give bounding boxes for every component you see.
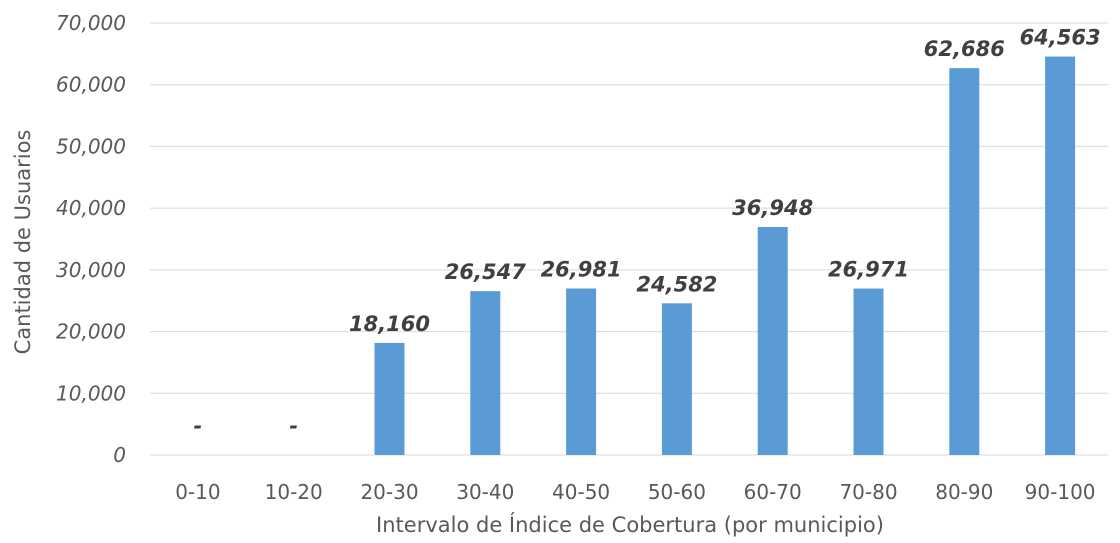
x-axis-ticks: 0-10 10-20 20-30 30-40 40-50 50-60 60-70 70-80 8…: [175, 480, 1095, 504]
data-label: -: [289, 414, 298, 438]
bar: [1045, 56, 1076, 456]
data-label: -: [194, 414, 203, 438]
y-axis-ticks: 0 10,000 20,000 30,000 40,000 50,000 60,000 70,…: [56, 11, 126, 467]
bar: [374, 342, 405, 455]
data-label: 64,563: [1020, 26, 1101, 50]
data-label: 26,981: [541, 257, 622, 281]
y-tick-label: 60,000: [56, 73, 126, 97]
y-tick-label: 50,000: [56, 134, 126, 158]
x-tick-label: 20-30: [360, 480, 418, 504]
data-label: 24,582: [636, 272, 717, 296]
x-tick-label: 80-90: [935, 480, 993, 504]
data-label: 26,547: [445, 260, 526, 284]
x-tick-label: 60-70: [744, 480, 802, 504]
y-tick-label: 40,000: [56, 196, 126, 220]
bar: [470, 291, 501, 455]
y-tick-label: 30,000: [56, 258, 126, 282]
data-label: 36,948: [732, 196, 813, 220]
y-tick-label: 70,000: [56, 11, 126, 35]
x-tick-label: 40-50: [552, 480, 610, 504]
x-tick-label: 70-80: [839, 480, 897, 504]
bars: [374, 56, 1076, 456]
x-tick-label: 0-10: [175, 480, 220, 504]
y-tick-label: 0: [113, 443, 126, 467]
bar: [661, 303, 692, 455]
x-tick-label: 50-60: [648, 480, 706, 504]
bar: [949, 68, 980, 456]
data-label: 62,686: [924, 37, 1005, 61]
x-tick-label: 30-40: [456, 480, 514, 504]
data-label: 18,160: [349, 312, 430, 336]
y-tick-label: 20,000: [56, 320, 126, 344]
bar: [566, 288, 597, 455]
y-tick-label: 10,000: [56, 381, 126, 405]
bar: [757, 226, 788, 455]
bar: [853, 288, 884, 455]
gridlines: [150, 22, 1108, 456]
data-labels: - - 18,160 26,547 26,981 24,582 36,948 26,971 62…: [194, 26, 1101, 438]
data-label: 26,971: [828, 258, 909, 282]
x-tick-label: 10-20: [265, 480, 323, 504]
y-axis-title: Cantidad de Usuarios: [11, 130, 35, 355]
x-axis-title: Intervalo de Índice de Cobertura (por mu…: [376, 512, 884, 537]
x-tick-label: 90-100: [1025, 480, 1096, 504]
